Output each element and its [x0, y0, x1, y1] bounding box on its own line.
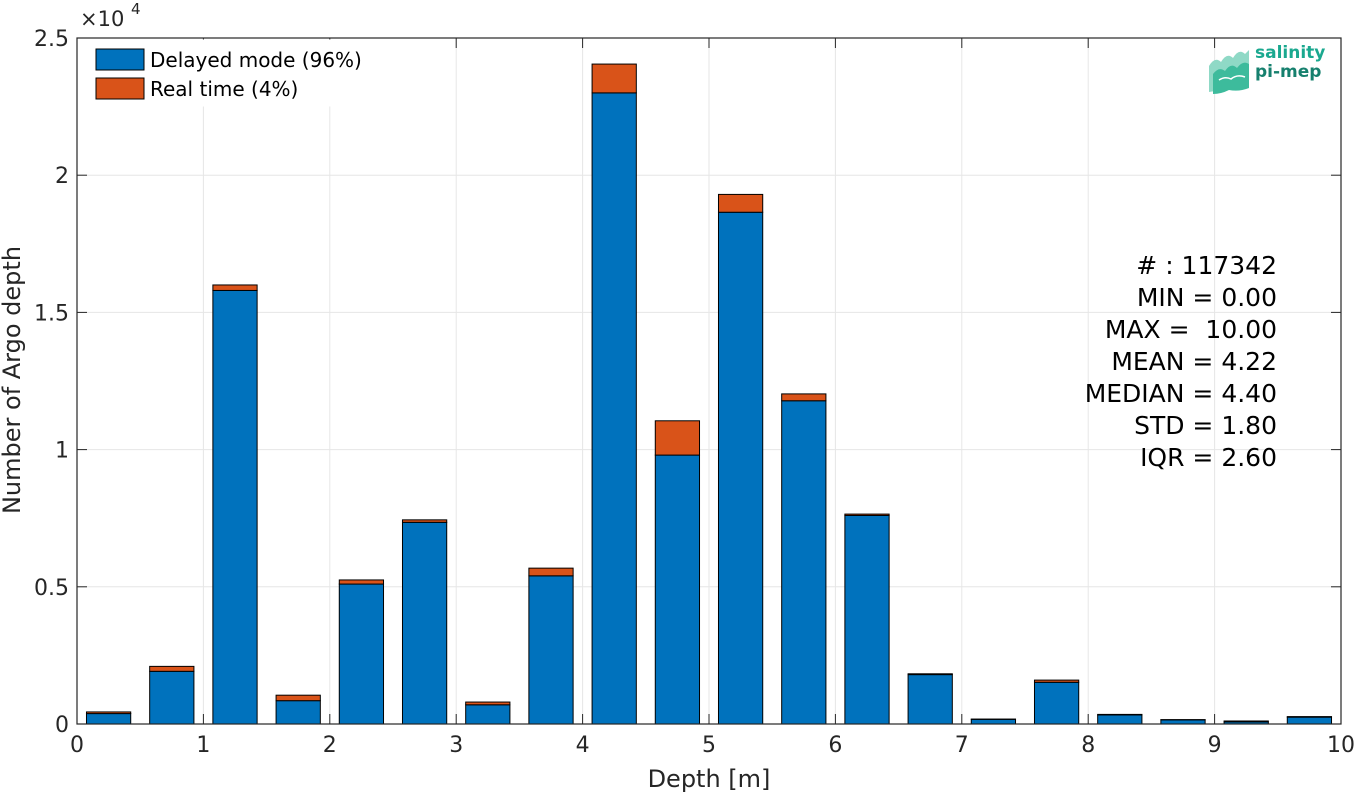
bars [85, 63, 1333, 725]
y-tick-label: 2.5 [34, 27, 69, 52]
y-exponent-power: 4 [131, 0, 141, 18]
x-tick-label: 6 [828, 733, 842, 758]
bar-delayed [907, 674, 953, 725]
bar-realtime [907, 673, 953, 676]
salinity-pimep-logo: salinity pi-mep [1205, 44, 1335, 96]
bar-realtime [149, 665, 195, 672]
stat-max: MAX = 10.00 [1104, 315, 1277, 344]
y-tick-label: 0.5 [34, 576, 69, 601]
x-tick-label: 3 [449, 733, 463, 758]
x-tick-label: 2 [323, 733, 337, 758]
bar-realtime [654, 420, 701, 456]
bar-delayed [401, 521, 448, 725]
bar-realtime [717, 193, 764, 213]
grid-lines [76, 37, 1342, 725]
bar-realtime [1286, 716, 1333, 718]
bar-delayed [1033, 681, 1080, 725]
stat-min: MIN = 0.00 [1136, 283, 1277, 312]
axes [76, 37, 1342, 725]
bar-delayed [212, 289, 258, 725]
x-tick-label: 7 [955, 733, 969, 758]
x-tick-label: 4 [576, 733, 590, 758]
y-tick-label: 1.5 [34, 301, 69, 326]
x-tick-label: 1 [196, 733, 210, 758]
bar-delayed [781, 400, 827, 725]
bar-delayed [85, 713, 132, 725]
legend-label-realtime: Real time (4%) [150, 77, 298, 101]
bar-delayed [465, 704, 511, 725]
bar-realtime [1033, 679, 1080, 683]
legend: Delayed mode (96%) Real time (4%) [81, 39, 389, 107]
bar-realtime [528, 567, 574, 577]
y-tick-label: 1 [55, 439, 69, 464]
y-exponent: ×10 4 [80, 0, 141, 31]
x-tick-label: 0 [70, 733, 84, 758]
wave-logo-icon [1209, 50, 1249, 94]
legend-label-delayed: Delayed mode (96%) [150, 48, 362, 72]
bar-delayed [717, 211, 764, 725]
statistics-box: # : 117342 MIN = 0.00 MAX = 10.00 MEAN =… [1085, 250, 1277, 474]
logo-text-salinity: salinity [1255, 43, 1326, 63]
bar-delayed [275, 700, 321, 725]
bar-delayed [338, 583, 385, 725]
bar-delayed [1097, 714, 1143, 725]
x-tick-label: 5 [702, 733, 716, 758]
bar-delayed [149, 670, 195, 725]
bar-realtime [338, 579, 385, 585]
bar-delayed [528, 575, 574, 725]
x-tick-label: 8 [1081, 733, 1095, 758]
bar-realtime [85, 711, 132, 715]
stat-count: # : 117342 [1136, 251, 1277, 280]
bar-delayed [1160, 719, 1206, 725]
bar-delayed [970, 718, 1017, 725]
bar-realtime [401, 519, 448, 523]
bar-realtime [844, 513, 890, 516]
legend-swatch-realtime [95, 77, 145, 100]
bar-delayed [844, 514, 890, 725]
y-tick-label: 2 [55, 164, 69, 189]
tick-labels: 0 1 2 3 4 5 6 7 8 9 10 0 0.5 1 1.5 2 2.5 [34, 27, 1355, 758]
y-tick-label: 0 [55, 713, 69, 738]
bar-realtime [1097, 713, 1143, 716]
stat-iqr: IQR = 2.60 [1140, 443, 1277, 472]
stat-mean: MEAN = 4.22 [1111, 347, 1277, 376]
bar-delayed [591, 92, 637, 725]
stat-median: MEDIAN = 4.40 [1084, 379, 1277, 408]
stat-std: STD = 1.80 [1134, 411, 1277, 440]
bar-realtime [591, 63, 637, 94]
legend-swatch-delayed [95, 48, 145, 71]
x-tick-label: 10 [1327, 733, 1355, 758]
bar-realtime [1223, 720, 1269, 723]
x-axis-label: Depth [m] [648, 765, 771, 793]
x-tick-label: 9 [1208, 733, 1222, 758]
bar-realtime [781, 393, 827, 402]
bar-delayed [654, 454, 701, 725]
bar-realtime [465, 701, 511, 706]
y-exponent-base: ×10 [80, 7, 124, 31]
bar-realtime [275, 694, 321, 702]
logo-text-pimep: pi-mep [1255, 62, 1322, 82]
bar-delayed [1286, 716, 1333, 725]
y-axis-label: Number of Argo depth [0, 246, 26, 514]
bar-realtime [212, 284, 258, 291]
